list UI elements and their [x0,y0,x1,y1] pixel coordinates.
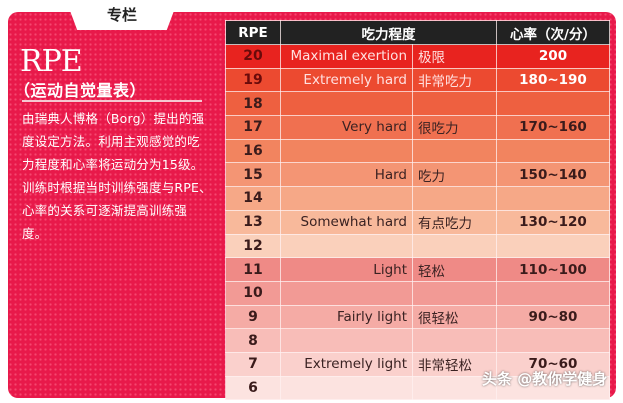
watermark: 头条 @教你学健身 [482,370,608,388]
rpe-cell: 11 [225,257,281,282]
exertion-cn-cell: 很吃力 [412,115,497,140]
rpe-cell: 19 [225,67,281,93]
exertion-cn-cell [412,280,497,306]
exertion-en-cell: Somewhat hard [280,209,413,235]
exertion-cn-cell: 很轻松 [412,304,497,330]
rpe-cell: 15 [225,162,281,188]
exertion-en-cell: Light [280,257,413,282]
table-row: 10 [225,280,610,306]
rpe-cell: 6 [225,375,281,401]
exertion-en-cell [280,138,413,164]
rpe-cell: 9 [225,304,281,330]
table-row: 15 Hard 吃力 150~140 [225,162,610,188]
exertion-cn-cell: 吃力 [412,162,497,188]
heart-rate-cell [496,138,610,164]
rpe-cell: 13 [225,209,281,235]
table-header-row: RPE 吃力程度 心率（次/分） [225,20,610,45]
header-exertion: 吃力程度 [280,20,497,45]
table-row: 20 Maximal exertion 极限 200 [225,44,610,69]
exertion-cn-cell [412,375,497,401]
exertion-en-cell: Fairly light [280,304,413,330]
table-row: 9 Fairly light 很轻松 90~80 [225,304,610,330]
table-row: 18 [225,91,610,117]
column-description: 由瑞典人博格（Borg）提出的强度设定方法。利用主观感觉的吃力程度和心率将运动分… [22,111,212,241]
heart-rate-cell [496,91,610,117]
table-row: 7 Extremely light 非常轻松 70~60 [225,351,610,377]
heart-rate-cell: 200 [496,44,610,69]
column-tab-label: 专栏 [106,6,137,24]
rpe-cell: 12 [225,233,281,259]
exertion-en-cell: Hard [280,162,413,188]
heart-rate-cell [496,233,610,259]
exertion-en-cell [280,375,413,401]
rpe-cell: 14 [225,186,281,211]
heart-rate-cell: 70~60 [496,351,610,377]
table-row: 19 Extremely hard 非常吃力 180~190 [225,67,610,93]
heart-rate-cell: 90~80 [496,304,610,330]
header-heart-rate: 心率（次/分） [496,20,610,45]
column-title: RPE [20,44,83,79]
rpe-cell: 8 [225,328,281,353]
heart-rate-cell: 110~100 [496,257,610,282]
heart-rate-cell: 180~190 [496,67,610,93]
heart-rate-cell: 130~120 [496,209,610,235]
table-row: 11 Light 轻松 110~100 [225,257,610,282]
table-row: 17 Very hard 很吃力 170~160 [225,115,610,140]
rpe-cell: 17 [225,115,281,140]
exertion-en-cell: Very hard [280,115,413,140]
column-tab [66,0,178,30]
exertion-en-cell [280,280,413,306]
header-rpe: RPE [225,20,281,45]
exertion-cn-cell: 有点吃力 [412,209,497,235]
heart-rate-cell [496,280,610,306]
exertion-cn-cell: 极限 [412,44,497,69]
rpe-table: RPE 吃力程度 心率（次/分） 20 Maximal exertion 极限 200… [225,20,610,401]
exertion-en-cell [280,186,413,211]
rpe-cell: 18 [225,91,281,117]
exertion-cn-cell: 轻松 [412,257,497,282]
rpe-cell: 7 [225,351,281,377]
table-row: 6 [225,375,610,401]
column-subtitle: （运动自觉量表） [14,81,147,100]
exertion-cn-cell [412,328,497,353]
exertion-cn-cell [412,138,497,164]
rpe-cell: 16 [225,138,281,164]
heart-rate-cell [496,186,610,211]
exertion-en-cell [280,91,413,117]
table-row: 13 Somewhat hard 有点吃力 130~120 [225,209,610,235]
exertion-en-cell: Extremely light [280,351,413,377]
exertion-cn-cell: 非常轻松 [412,351,497,377]
exertion-en-cell [280,233,413,259]
table-row: 8 [225,328,610,353]
exertion-en-cell [280,328,413,353]
exertion-cn-cell: 非常吃力 [412,67,497,93]
exertion-en-cell: Maximal exertion [280,44,413,69]
heart-rate-cell [496,375,610,401]
heart-rate-cell: 170~160 [496,115,610,140]
table-row: 12 [225,233,610,259]
exertion-cn-cell [412,186,497,211]
rpe-cell: 10 [225,280,281,306]
heart-rate-cell: 150~140 [496,162,610,188]
exertion-cn-cell [412,91,497,117]
title-divider [22,100,202,102]
table-row: 14 [225,186,610,211]
table-row: 16 [225,138,610,164]
exertion-cn-cell [412,233,497,259]
exertion-en-cell: Extremely hard [280,67,413,93]
rpe-cell: 20 [225,44,281,69]
heart-rate-cell [496,328,610,353]
